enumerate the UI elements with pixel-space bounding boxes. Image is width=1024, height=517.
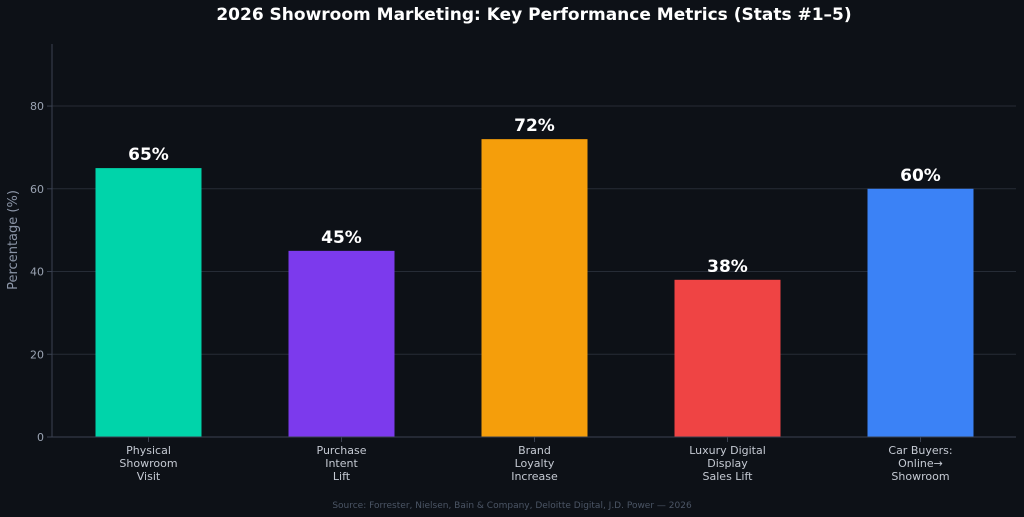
bars	[95, 139, 974, 437]
data-label: 72%	[514, 116, 555, 136]
x-tick-label: Car Buyers: Online→ Showroom	[888, 444, 952, 483]
y-tick-label: 40	[30, 266, 44, 279]
x-tick-label: Physical Showroom Visit	[119, 444, 177, 483]
data-label: 65%	[128, 145, 169, 165]
x-tick-label: Luxury Digital Display Sales Lift	[689, 444, 766, 483]
bar	[674, 279, 781, 437]
y-tick-labels: 0 20 40 60 80	[30, 100, 52, 444]
y-tick-label: 20	[30, 348, 44, 361]
data-label: 60%	[900, 166, 941, 186]
y-tick-label: 0	[37, 431, 44, 444]
data-label: 38%	[707, 257, 748, 277]
bar	[481, 139, 588, 437]
bar	[288, 250, 395, 437]
source-note: Source: Forrester, Nielsen, Bain & Compa…	[332, 501, 692, 511]
x-tick-labels: Physical Showroom Visit Purchase Intent Lift B…	[119, 437, 953, 483]
y-tick-label: 80	[30, 100, 44, 113]
data-label: 45%	[321, 228, 362, 248]
y-tick-label: 60	[30, 183, 44, 196]
y-axis-label: Percentage (%)	[6, 190, 21, 290]
chart-title: 2026 Showroom Marketing: Key Performance…	[216, 5, 851, 25]
x-tick-label: Brand Loyalty Increase	[511, 444, 558, 483]
value-labels: 65% 45% 72% 38% 60%	[128, 116, 941, 277]
bar	[95, 168, 202, 437]
bar	[867, 188, 974, 437]
x-tick-label: Purchase Intent Lift	[317, 444, 367, 483]
